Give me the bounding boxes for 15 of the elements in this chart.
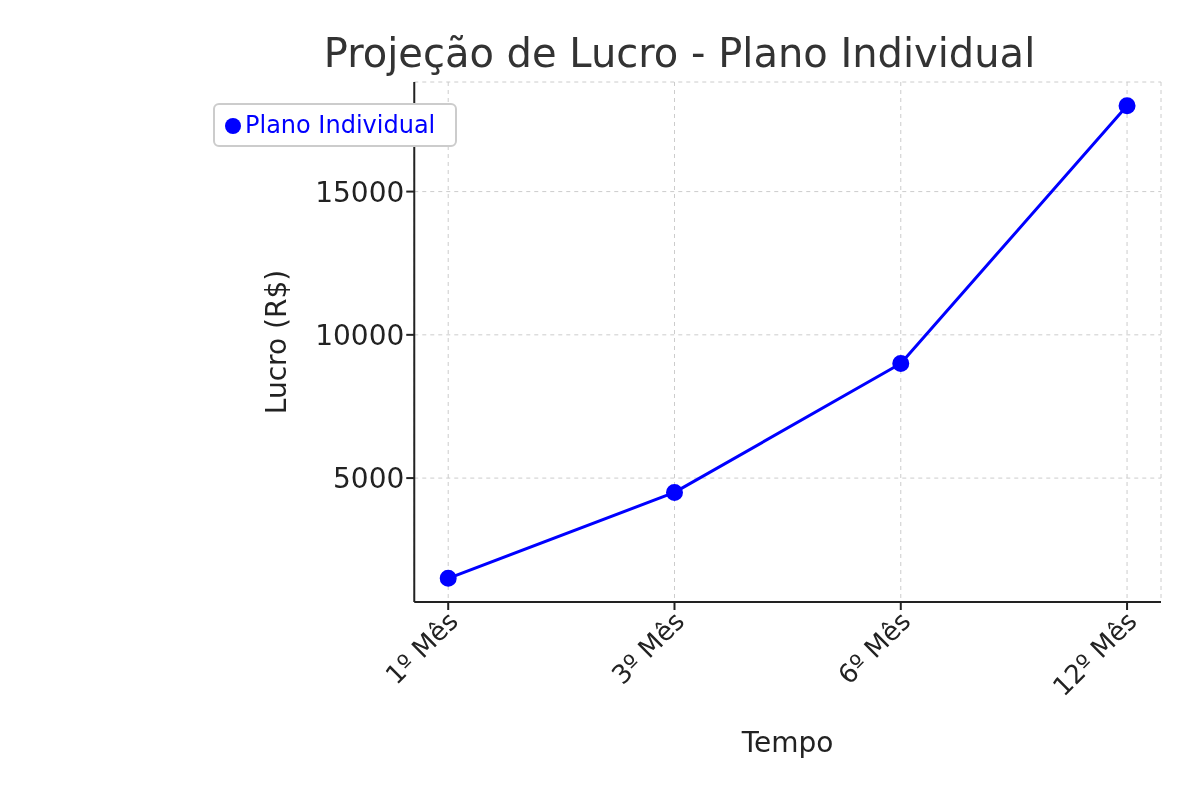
x-tick-label: 1º Mês xyxy=(379,605,464,691)
legend-label: Plano Individual xyxy=(245,111,436,139)
chart-title: Projeção de Lucro - Plano Individual xyxy=(322,30,1037,76)
point xyxy=(665,483,683,501)
x-tick-label: 6º Mês xyxy=(832,605,917,691)
y-tick-label: 5000 xyxy=(333,462,405,496)
point xyxy=(439,569,457,587)
point xyxy=(1118,97,1136,115)
y-axis-title: Lucro (R$) xyxy=(260,269,294,415)
y-tick-label: 15000 xyxy=(315,175,405,209)
point xyxy=(892,354,910,372)
x-axis-title: Tempo xyxy=(740,726,834,759)
x-tick-label: 3º Mês xyxy=(605,605,691,691)
y-tick-label: 10000 xyxy=(315,318,405,352)
x-tick-label: 12º Mês xyxy=(1046,605,1143,702)
